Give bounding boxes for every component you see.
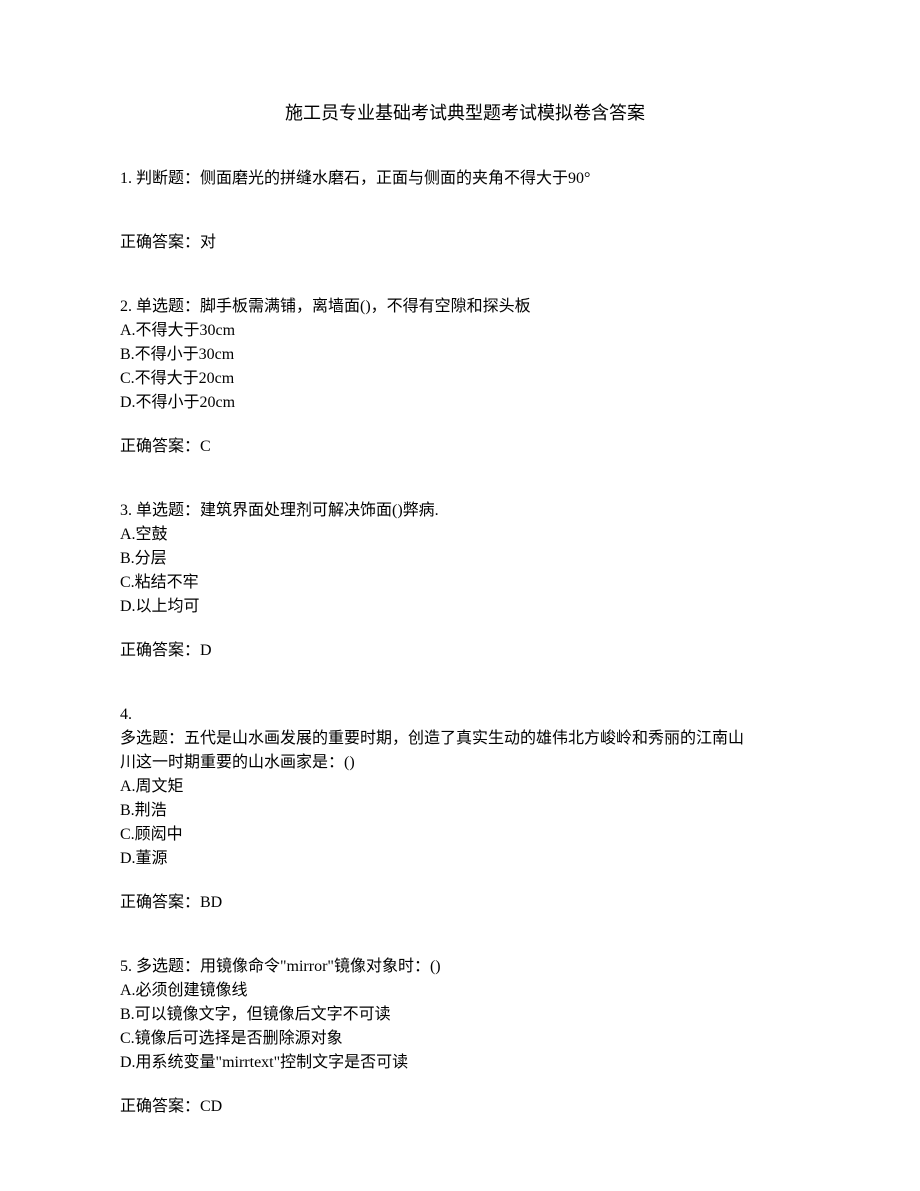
question-3-option-d: D.以上均可: [120, 595, 810, 619]
question-4-option-b: B.荆浩: [120, 799, 810, 823]
question-5: 5. 多选题：用镜像命令"mirror"镜像对象时：() A.必须创建镜像线 B…: [120, 955, 810, 1119]
question-2-answer: 正确答案：C: [120, 435, 810, 459]
question-2-option-c: C.不得大于20cm: [120, 367, 810, 391]
question-1: 1. 判断题：侧面磨光的拼缝水磨石，正面与侧面的夹角不得大于90° 正确答案：对: [120, 167, 810, 255]
question-5-answer: 正确答案：CD: [120, 1095, 810, 1119]
question-3-option-b: B.分层: [120, 547, 810, 571]
question-4-option-c: C.顾闳中: [120, 823, 810, 847]
document-title: 施工员专业基础考试典型题考试模拟卷含答案: [120, 100, 810, 127]
question-5-option-d: D.用系统变量"mirrtext"控制文字是否可读: [120, 1051, 810, 1075]
question-4-text-line1: 多选题：五代是山水画发展的重要时期，创造了真实生动的雄伟北方峻岭和秀丽的江南山: [120, 727, 810, 751]
question-4-text-line2: 川这一时期重要的山水画家是：(): [120, 751, 810, 775]
question-4-number: 4.: [120, 703, 810, 727]
question-5-option-c: C.镜像后可选择是否删除源对象: [120, 1027, 810, 1051]
question-5-option-b: B.可以镜像文字，但镜像后文字不可读: [120, 1003, 810, 1027]
question-2-text: 2. 单选题：脚手板需满铺，离墙面()，不得有空隙和探头板: [120, 295, 810, 319]
question-3-answer: 正确答案：D: [120, 639, 810, 663]
question-3-option-c: C.粘结不牢: [120, 571, 810, 595]
question-2-option-d: D.不得小于20cm: [120, 391, 810, 415]
question-4: 4. 多选题：五代是山水画发展的重要时期，创造了真实生动的雄伟北方峻岭和秀丽的江…: [120, 703, 810, 915]
question-5-option-a: A.必须创建镜像线: [120, 979, 810, 1003]
question-1-text: 1. 判断题：侧面磨光的拼缝水磨石，正面与侧面的夹角不得大于90°: [120, 167, 810, 191]
question-3-text: 3. 单选题：建筑界面处理剂可解决饰面()弊病.: [120, 499, 810, 523]
question-3-option-a: A.空鼓: [120, 523, 810, 547]
question-2-option-a: A.不得大于30cm: [120, 319, 810, 343]
question-4-answer: 正确答案：BD: [120, 891, 810, 915]
question-2-option-b: B.不得小于30cm: [120, 343, 810, 367]
question-3: 3. 单选题：建筑界面处理剂可解决饰面()弊病. A.空鼓 B.分层 C.粘结不…: [120, 499, 810, 663]
question-4-option-a: A.周文矩: [120, 775, 810, 799]
question-4-option-d: D.董源: [120, 847, 810, 871]
question-5-text: 5. 多选题：用镜像命令"mirror"镜像对象时：(): [120, 955, 810, 979]
question-1-answer: 正确答案：对: [120, 231, 810, 255]
question-2: 2. 单选题：脚手板需满铺，离墙面()，不得有空隙和探头板 A.不得大于30cm…: [120, 295, 810, 459]
